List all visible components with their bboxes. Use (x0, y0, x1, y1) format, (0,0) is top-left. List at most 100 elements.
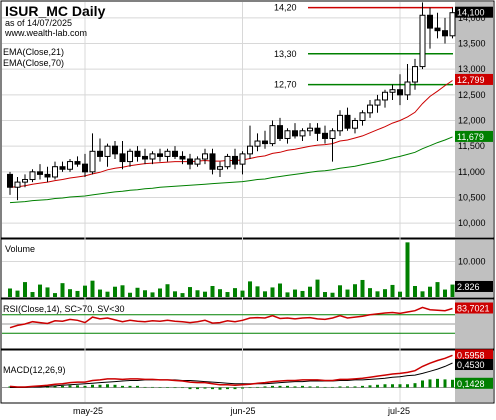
candle-body (44, 173, 51, 178)
macd-hist-bar (61, 385, 64, 388)
candle-body (442, 30, 448, 37)
candle-body (7, 173, 13, 188)
volume-bar (338, 285, 342, 297)
volume-bar (38, 284, 42, 297)
candle-body (374, 99, 381, 106)
candle-body (262, 140, 268, 145)
volume-bar (45, 287, 50, 297)
macd-hist-bar (143, 386, 147, 388)
price-tick-label: 10,000 (458, 218, 486, 228)
volume-bar (353, 284, 357, 297)
price-tick-label: 12,500 (458, 90, 486, 100)
macd-hist-bar (233, 387, 237, 390)
candle-body (67, 161, 73, 170)
macd-hist-bar (158, 387, 162, 388)
macd-hist-bar (376, 384, 379, 388)
volume-last-tag: 2.826 (457, 282, 480, 292)
volume-bar (315, 279, 320, 297)
candle-body (382, 91, 388, 101)
rsi-panel-label: RSI(Close,14), SC>70, SV<30 (3, 304, 125, 314)
candle-body (419, 14, 426, 68)
macd-hist-bar (428, 379, 432, 388)
ema21-line (9, 80, 453, 188)
candle-body (179, 155, 186, 160)
signal-last-tag-bg (455, 359, 493, 371)
macd-hist-bar (368, 385, 372, 388)
candle-body (104, 145, 111, 157)
macd-hist-bar (121, 385, 124, 388)
candle-body (389, 89, 396, 93)
volume-bar (435, 282, 440, 297)
volume-bar (210, 286, 215, 297)
ema21-last-tag: 12,799 (457, 75, 485, 85)
candle-body (134, 150, 141, 157)
x-tick-label: may-25 (73, 406, 103, 416)
volume-bar (188, 287, 192, 297)
site-link[interactable]: www.wealth-lab.com (4, 28, 87, 38)
candle-body (292, 130, 298, 137)
macd-hist-bar (263, 386, 267, 388)
chart-title: ISUR_MC Daily (5, 3, 106, 19)
volume-bar (255, 286, 260, 297)
price-tick-label: 11,500 (458, 141, 485, 151)
candle-body (82, 163, 88, 173)
candle-body (322, 132, 328, 139)
candle-body (352, 120, 358, 129)
candle-body (449, 12, 456, 37)
price-panel-frame (0, 0, 495, 239)
volume-bar (383, 289, 387, 297)
macd-hist-bar (241, 387, 244, 389)
volume-bar (30, 292, 35, 297)
candle-body (142, 155, 148, 160)
macd-hist-bar (383, 384, 387, 388)
macd-panel-frame (0, 349, 495, 404)
volume-bar (150, 292, 155, 297)
candle-body (284, 130, 291, 139)
volume-bar (53, 293, 57, 297)
candle-body (239, 153, 246, 165)
macd-hist-bar (308, 386, 312, 388)
candle-body (194, 158, 201, 165)
volume-bar (428, 286, 432, 297)
volume-bar (405, 242, 410, 297)
candle-body (29, 171, 36, 181)
macd-hist-bar (286, 385, 289, 388)
volume-bar (105, 291, 110, 297)
macd-last-tag: 0,5958 (457, 350, 485, 360)
volume-bar (135, 287, 140, 297)
volume-bar (60, 283, 65, 297)
volume-bar (360, 279, 365, 297)
volume-panel-frame (0, 238, 495, 299)
candle-body (52, 166, 58, 178)
rsi-last-tag-bg (455, 302, 493, 314)
last-close-tag: 14,100 (457, 8, 485, 18)
macd-hist-bar (398, 384, 402, 388)
volume-bar (75, 290, 80, 297)
volume-bar (345, 289, 350, 297)
macd-hist-bar (256, 386, 259, 388)
volume-bar (300, 290, 305, 297)
volume-bar (293, 289, 297, 297)
volume-bar (90, 280, 95, 297)
macd-hist-bar (91, 384, 94, 388)
volume-bar (413, 286, 417, 297)
date-line: as of 14/07/2025 (5, 18, 72, 28)
signal-last-tag: 0,4530 (457, 360, 485, 370)
candle-body (97, 150, 103, 157)
macd-hist-bar (436, 378, 439, 388)
volume-bar (8, 288, 12, 297)
candle-body (277, 125, 283, 139)
candle-body (344, 114, 351, 129)
candle-body (37, 171, 43, 175)
hist-last-tag: 0,1428 (457, 379, 485, 389)
macd-hist-bar (413, 383, 417, 388)
candle-body (337, 114, 343, 132)
volume-bar (195, 290, 200, 297)
ema70-legend: EMA(Close,70) (3, 58, 64, 68)
volume-bar (225, 292, 230, 297)
candle-body (247, 145, 253, 155)
macd-hist-bar (113, 384, 117, 388)
candle-body (202, 153, 208, 160)
candle-body (254, 140, 261, 147)
rsi-line (9, 306, 453, 329)
